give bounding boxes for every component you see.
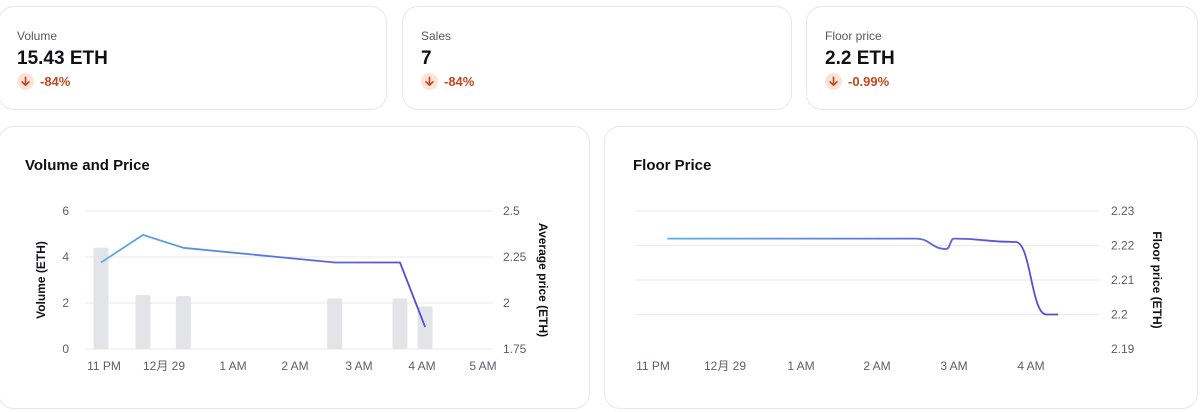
stat-delta: -84% xyxy=(421,73,474,90)
stat-label: Sales xyxy=(421,29,452,43)
x-tick-label: 11 PM xyxy=(87,359,121,373)
stat-value: 2.2 ETH xyxy=(825,48,895,69)
volume-bar[interactable] xyxy=(175,296,191,349)
x-tick-label: 5 AM xyxy=(469,359,496,373)
arrow-down-icon xyxy=(421,73,438,90)
right-tick-label: 2.5 xyxy=(503,204,520,218)
x-tick-label: 2 AM xyxy=(863,359,890,373)
floor-price-chart: 2.23 2.22 2.21 2.2 2.19 11 PM 12月 29 1 AM 2 AM 3 … xyxy=(635,204,1164,373)
stat-value: 7 xyxy=(421,48,432,69)
average-price-line[interactable] xyxy=(100,234,426,328)
stat-value: 15.43 ETH xyxy=(17,48,108,69)
left-tick-label: 2 xyxy=(62,296,69,310)
right-tick-label: 2.23 xyxy=(1111,204,1135,218)
floor-price-chart-card: Floor Price 2.23 2.22 2.21 2.2 2.19 11 PM 12月 … xyxy=(604,126,1198,409)
floor-price-line[interactable] xyxy=(667,237,1058,316)
right-tick-label: 2.2 xyxy=(1111,308,1128,322)
right-tick-label: 2.22 xyxy=(1111,239,1135,253)
left-tick-label: 6 xyxy=(62,204,69,218)
floor-price-stat-card: Floor price 2.2 ETH -0.99% xyxy=(806,6,1198,110)
right-tick-label: 2 xyxy=(503,296,510,310)
arrow-down-icon xyxy=(825,73,842,90)
volume-price-chart: 6 4 2 0 2.5 2.25 2 1.75 11 PM 12月 29 1 AM 2 AM 3 AM 4… xyxy=(34,204,550,373)
x-tick-label: 3 AM xyxy=(345,359,372,373)
x-tick-label: 11 PM xyxy=(636,359,670,373)
right-tick-label: 2.25 xyxy=(503,250,527,264)
stat-label: Volume xyxy=(17,29,58,43)
x-tick-label: 12月 29 xyxy=(143,359,185,373)
x-tick-label: 3 AM xyxy=(940,359,967,373)
volume-price-chart-card: Volume and Price 6 4 2 0 2.5 2.25 2 1.75 11 PM 12… xyxy=(0,126,590,409)
stat-delta: -84% xyxy=(17,73,70,90)
stat-label: Floor price xyxy=(825,29,882,43)
volume-stat-card: Volume 15.43 ETH -84% xyxy=(0,6,387,110)
stat-delta-value: -0.99% xyxy=(848,74,890,89)
volume-bar[interactable] xyxy=(327,298,343,349)
stat-delta-value: -84% xyxy=(40,74,71,89)
right-tick-label: 2.21 xyxy=(1111,273,1135,287)
x-tick-label: 12月 29 xyxy=(704,359,746,373)
x-tick-label: 1 AM xyxy=(787,359,814,373)
right-axis-title: Average price (ETH) xyxy=(536,223,550,337)
stat-delta: -0.99% xyxy=(825,73,889,90)
x-tick-label: 2 AM xyxy=(281,359,308,373)
chart-title: Floor Price xyxy=(633,157,712,174)
left-tick-label: 0 xyxy=(62,342,69,356)
left-axis-title: Volume (ETH) xyxy=(34,241,48,319)
x-tick-label: 1 AM xyxy=(219,359,246,373)
volume-bar[interactable] xyxy=(392,298,408,349)
right-tick-label: 2.19 xyxy=(1111,342,1135,356)
right-tick-label: 1.75 xyxy=(503,342,527,356)
arrow-down-icon xyxy=(17,73,34,90)
volume-bar[interactable] xyxy=(135,294,151,349)
chart-title: Volume and Price xyxy=(25,157,150,174)
stat-delta-value: -84% xyxy=(444,74,475,89)
right-axis-title: Floor price (ETH) xyxy=(1150,231,1164,328)
left-tick-label: 4 xyxy=(62,250,69,264)
x-tick-label: 4 AM xyxy=(408,359,435,373)
x-tick-label: 4 AM xyxy=(1017,359,1044,373)
volume-bar[interactable] xyxy=(93,247,109,349)
sales-stat-card: Sales 7 -84% xyxy=(402,6,792,110)
